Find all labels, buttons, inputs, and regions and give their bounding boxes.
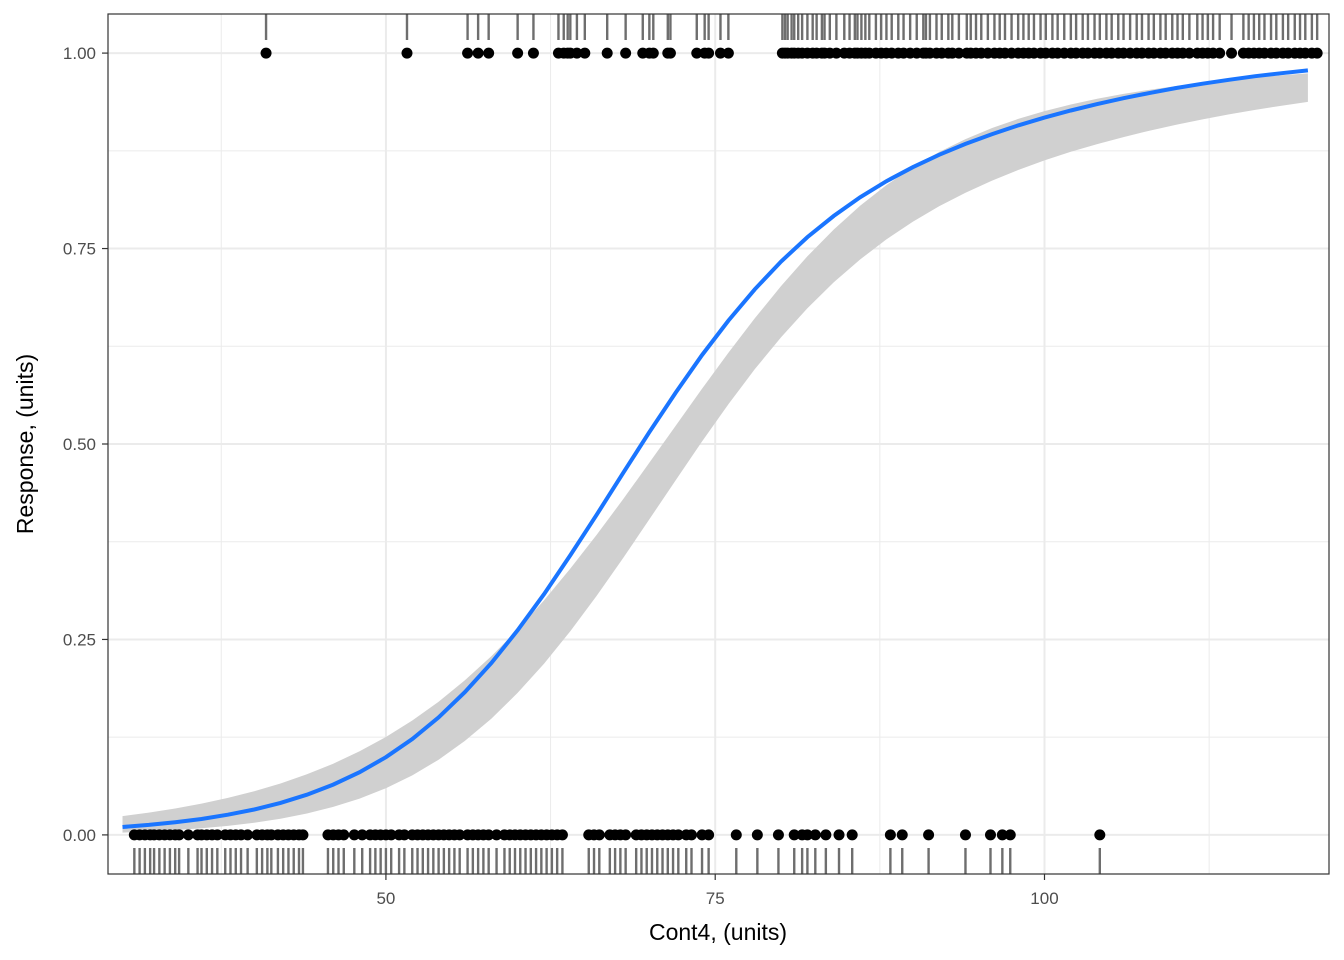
y-tick-label: 0.75 bbox=[63, 240, 96, 259]
data-point bbox=[571, 47, 583, 59]
data-point bbox=[211, 829, 223, 841]
data-point bbox=[620, 829, 632, 841]
data-point bbox=[173, 829, 185, 841]
y-tick-label: 1.00 bbox=[63, 44, 96, 63]
y-axis-ticks: 0.00 0.25 0.50 0.75 1.00 bbox=[63, 44, 108, 845]
data-point bbox=[830, 47, 842, 59]
data-point bbox=[685, 829, 697, 841]
rug-top bbox=[264, 14, 1319, 40]
data-point bbox=[348, 829, 360, 841]
data-point bbox=[385, 829, 397, 841]
data-point bbox=[691, 47, 703, 59]
x-tick-label: 75 bbox=[706, 889, 725, 908]
data-point bbox=[297, 829, 309, 841]
major-gridlines bbox=[108, 14, 1329, 874]
data-point bbox=[1311, 47, 1323, 59]
data-point bbox=[454, 829, 466, 841]
data-point bbox=[579, 47, 591, 59]
data-point bbox=[356, 829, 368, 841]
points-response-1 bbox=[260, 47, 1323, 59]
data-point bbox=[491, 829, 503, 841]
data-point bbox=[483, 47, 495, 59]
x-tick-label: 50 bbox=[376, 889, 395, 908]
data-point bbox=[398, 829, 410, 841]
data-point bbox=[996, 829, 1008, 841]
data-point bbox=[772, 829, 784, 841]
y-tick-label: 0.50 bbox=[63, 435, 96, 454]
data-point bbox=[601, 47, 613, 59]
data-point bbox=[714, 47, 726, 59]
data-point bbox=[953, 47, 965, 59]
data-point bbox=[703, 829, 715, 841]
data-point bbox=[722, 47, 734, 59]
data-point bbox=[483, 829, 495, 841]
data-point bbox=[833, 829, 845, 841]
data-point bbox=[959, 829, 971, 841]
data-point bbox=[556, 829, 568, 841]
data-point bbox=[703, 47, 715, 59]
data-point bbox=[1226, 47, 1238, 59]
data-point bbox=[801, 829, 813, 841]
data-point bbox=[462, 47, 474, 59]
data-point bbox=[730, 829, 742, 841]
data-point bbox=[672, 829, 684, 841]
data-point bbox=[1214, 47, 1226, 59]
data-point bbox=[242, 829, 254, 841]
data-point bbox=[984, 829, 996, 841]
data-point bbox=[593, 829, 605, 841]
data-point bbox=[809, 829, 821, 841]
data-point bbox=[751, 829, 763, 841]
rug-bottom bbox=[133, 848, 1102, 874]
data-point bbox=[338, 829, 350, 841]
x-axis-ticks: 50 75 100 bbox=[376, 874, 1059, 908]
data-point bbox=[846, 829, 858, 841]
data-point bbox=[472, 47, 484, 59]
fit-line bbox=[122, 68, 1309, 829]
points-response-0 bbox=[128, 829, 1106, 841]
data-point bbox=[664, 47, 676, 59]
data-point bbox=[896, 829, 908, 841]
data-point bbox=[647, 47, 659, 59]
data-point bbox=[620, 47, 632, 59]
x-axis-title: Cont4, (units) bbox=[649, 919, 787, 945]
data-point bbox=[820, 829, 832, 841]
y-tick-label: 0.00 bbox=[63, 826, 96, 845]
data-point bbox=[884, 829, 896, 841]
data-point bbox=[1004, 829, 1016, 841]
data-point bbox=[923, 829, 935, 841]
data-point bbox=[788, 829, 800, 841]
x-tick-label: 100 bbox=[1030, 889, 1058, 908]
y-axis-title: Response, (units) bbox=[12, 354, 38, 534]
data-point bbox=[401, 47, 413, 59]
data-point bbox=[260, 47, 272, 59]
data-point bbox=[182, 829, 194, 841]
data-point bbox=[512, 47, 524, 59]
data-point bbox=[527, 47, 539, 59]
y-tick-label: 0.25 bbox=[63, 630, 96, 649]
data-point bbox=[1183, 47, 1195, 59]
data-point bbox=[1094, 829, 1106, 841]
